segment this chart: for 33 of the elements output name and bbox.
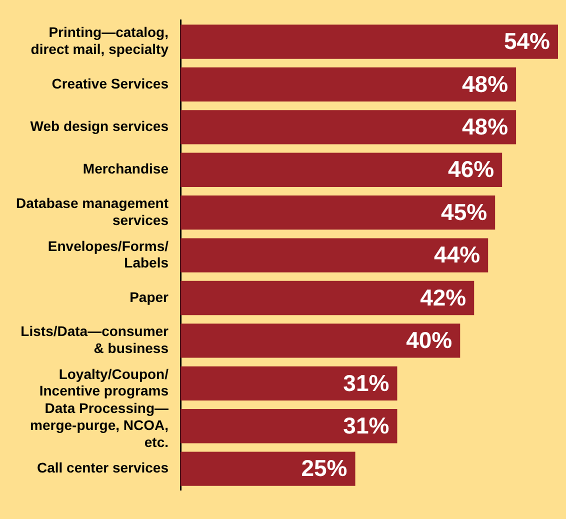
bar xyxy=(180,67,516,102)
y-tick-label: Merchandise xyxy=(82,160,169,177)
y-tick-label: Loyalty/Coupon/Incentive programs xyxy=(39,366,169,399)
data-label: 46% xyxy=(448,156,494,182)
y-tick-label: Envelopes/Forms/Labels xyxy=(48,238,169,271)
bar xyxy=(180,196,496,230)
bar xyxy=(180,238,488,272)
bar xyxy=(180,409,398,444)
data-label: 42% xyxy=(420,284,466,310)
y-tick-label: Creative Services xyxy=(52,75,169,92)
y-tick-label: Lists/Data—consumer & business xyxy=(20,323,170,356)
data-label: 40% xyxy=(406,327,452,354)
bar xyxy=(180,152,502,187)
bar xyxy=(180,324,460,358)
y-tick-label: Paper xyxy=(130,288,170,305)
bar xyxy=(180,280,474,316)
data-label: 48% xyxy=(462,114,508,140)
data-label: 44% xyxy=(434,242,480,268)
y-tick-label: Database management services xyxy=(16,195,169,228)
data-label: 48% xyxy=(462,70,508,97)
data-label: 31% xyxy=(343,370,390,396)
y-tick-label: Printing—catalog, direct mail, specialty xyxy=(30,24,169,58)
data-label: 45% xyxy=(441,198,488,225)
y-tick-label: Data Processing—merge-purge, NCOA, etc. xyxy=(30,400,169,450)
bar xyxy=(180,366,398,401)
y-tick-label: Call center services xyxy=(36,460,169,476)
bar xyxy=(180,24,558,59)
bar xyxy=(180,110,516,144)
data-label: 25% xyxy=(301,455,348,482)
y-tick-label: Web design services xyxy=(30,118,169,134)
data-label: 31% xyxy=(343,412,390,438)
bar xyxy=(180,452,356,486)
data-label: 54% xyxy=(504,28,550,54)
